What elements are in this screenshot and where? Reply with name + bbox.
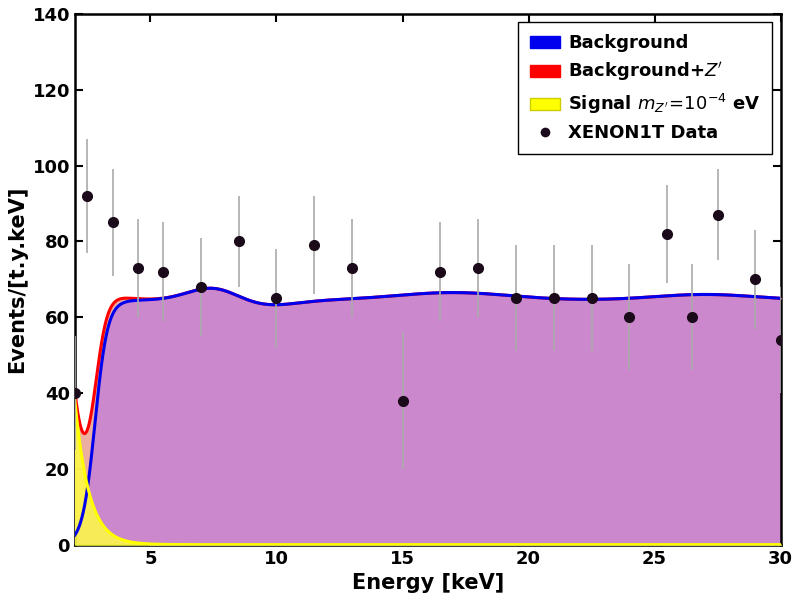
Y-axis label: Events/[t.y.keV]: Events/[t.y.keV] [7,185,27,373]
X-axis label: Energy [keV]: Energy [keV] [351,573,504,593]
Legend: Background, Background+$Z^\prime$, Signal $m_{Z^\prime}\!=\!10^{-4}$ eV, XENON1T: Background, Background+$Z^\prime$, Signa… [518,22,772,154]
